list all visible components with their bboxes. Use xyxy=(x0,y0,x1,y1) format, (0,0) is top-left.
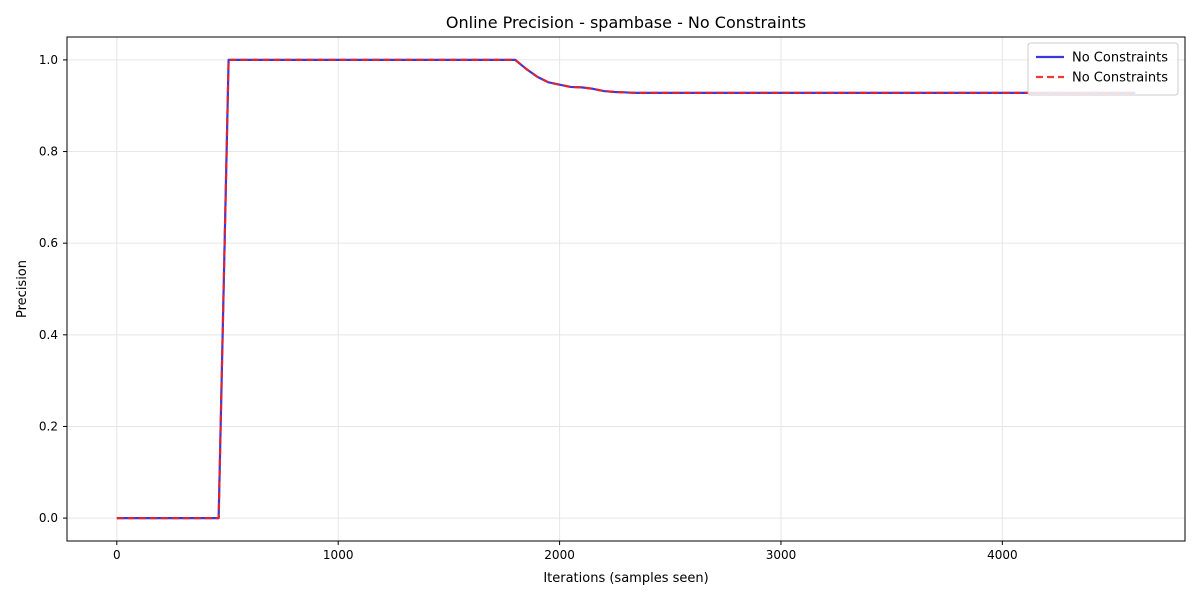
x-tick-label: 3000 xyxy=(766,548,797,562)
y-tick-label: 0.8 xyxy=(39,145,58,159)
legend-box xyxy=(1027,42,1179,96)
x-tick-label: 0 xyxy=(113,548,121,562)
legend-label: No Constraints xyxy=(1072,51,1168,66)
grid xyxy=(67,37,1185,541)
plot-frame xyxy=(66,36,1186,542)
y-axis-label: Precision xyxy=(15,260,30,318)
x-tick-label: 2000 xyxy=(544,548,575,562)
y-tick-label: 0.6 xyxy=(39,236,58,250)
axis-ticks: 0 1000 2000 3000 4000 0.0 0.2 0.4 0.6 0.8 1.0 xyxy=(39,53,1018,562)
y-tick-label: 0.4 xyxy=(39,328,58,342)
y-tick-label: 1.0 xyxy=(39,53,58,67)
legend-label: No Constraints xyxy=(1072,71,1168,86)
x-tick-label: 4000 xyxy=(987,548,1018,562)
series-lines xyxy=(116,58,1136,520)
y-tick-label: 0.0 xyxy=(39,511,58,525)
x-tick-label: 1000 xyxy=(323,548,354,562)
chart-title: Online Precision - spambase - No Constra… xyxy=(446,13,806,32)
legend: No Constraints No Constraints xyxy=(1027,42,1179,96)
y-tick-label: 0.2 xyxy=(39,419,58,433)
series-line-1 xyxy=(116,58,1136,520)
x-axis-label: Iterations (samples seen) xyxy=(543,571,708,586)
